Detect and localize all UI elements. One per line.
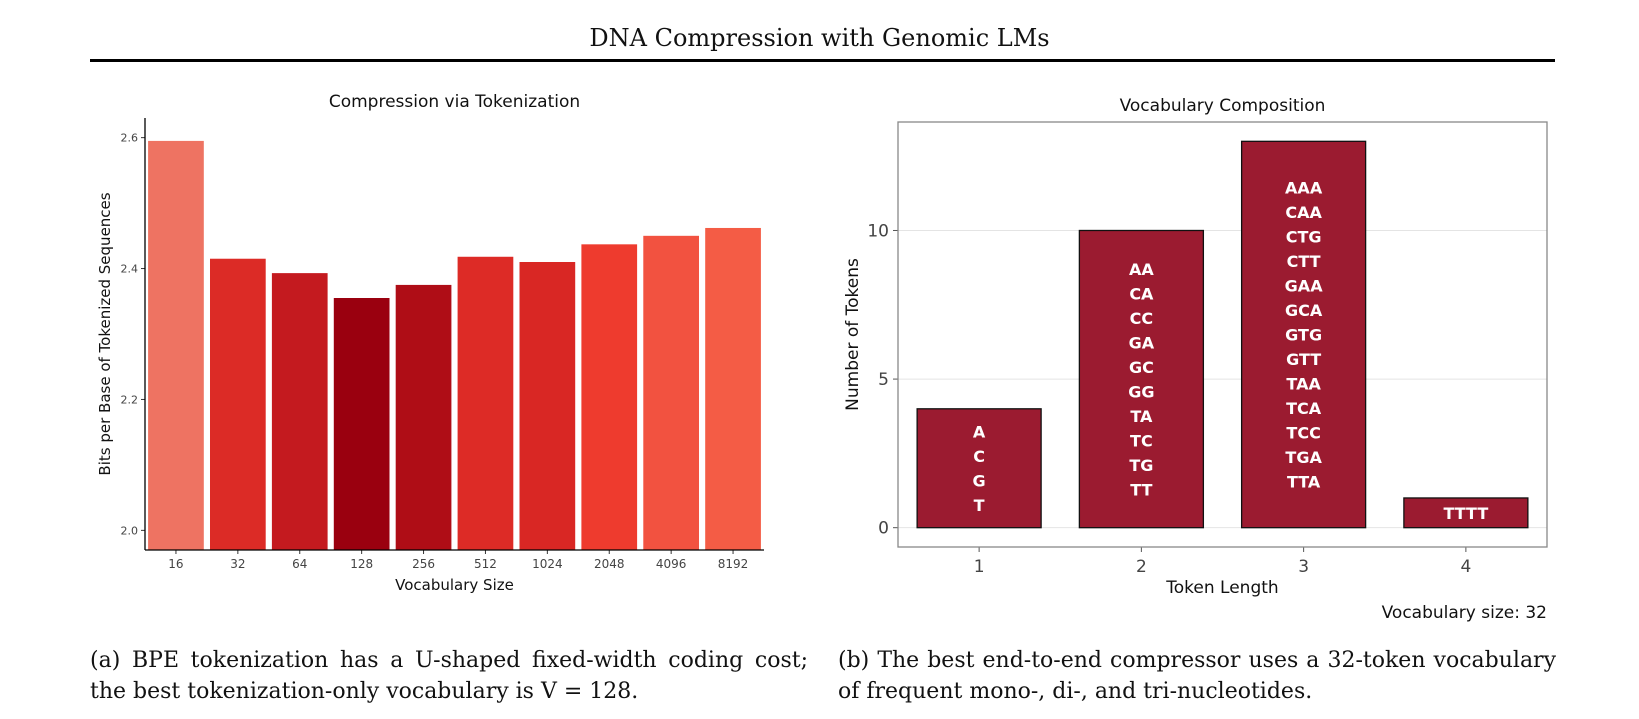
token-label: GCA — [1285, 301, 1323, 320]
token-label: CA — [1129, 284, 1154, 303]
bar-length-1 — [916, 408, 1042, 529]
bar-4096 — [643, 235, 700, 550]
x-tick-label: 4096 — [656, 557, 687, 571]
chart-b-xlabel: Token Length — [1165, 578, 1278, 598]
x-tick-label: 512 — [474, 557, 497, 571]
bar-128 — [333, 298, 390, 550]
token-label: TC — [1130, 431, 1153, 450]
bar-32 — [209, 258, 266, 550]
token-label: GTT — [1286, 350, 1321, 369]
token-label: G — [973, 471, 986, 490]
token-label: CC — [1130, 309, 1153, 328]
token-label: CAA — [1285, 203, 1322, 222]
x-tick-label: 2048 — [594, 557, 625, 571]
charts-canvas: 16 32 64 128 256 512 1024 2048 4096 81922.02.22.4… — [96, 92, 1548, 623]
bar-16 — [148, 140, 204, 550]
token-label: AAA — [1285, 179, 1323, 198]
y-tick-label: 2.2 — [121, 393, 139, 406]
chart-compression-via-tokenization: 16 32 64 128 256 512 1024 2048 4096 8192 2.0 2.2 2.4… — [96, 92, 764, 594]
token-label: TA — [1130, 407, 1153, 426]
token-label: GC — [1129, 358, 1154, 377]
x-tick-label: 1024 — [532, 557, 563, 571]
token-label: TCA — [1286, 399, 1322, 418]
token-label: CTT — [1287, 252, 1321, 271]
bar-8192 — [705, 227, 761, 551]
y-tick-label: 10 — [867, 221, 889, 241]
token-label: GG — [1128, 382, 1154, 401]
token-label: TG — [1129, 456, 1153, 475]
x-tick-label: 3 — [1298, 557, 1309, 577]
bar-length-3 — [1240, 140, 1367, 529]
plot-frame — [897, 121, 1548, 548]
caption-b-text: The best end-to-end compressor uses a 32… — [838, 648, 1557, 704]
token-label: TAA — [1286, 375, 1321, 394]
bar-64 — [271, 273, 328, 550]
bar-2048 — [581, 244, 638, 550]
token-label: T — [974, 496, 985, 515]
chart-a-xlabel: Vocabulary Size — [395, 576, 514, 594]
token-label: TTA — [1287, 473, 1321, 492]
bar-256 — [395, 284, 452, 550]
y-tick-label: 0 — [878, 519, 889, 539]
token-label: A — [973, 422, 986, 441]
x-tick-label: 8192 — [718, 557, 749, 571]
bar-1024 — [519, 262, 576, 550]
token-label: GAA — [1285, 277, 1324, 296]
caption-a-text: BPE tokenization has a U-shaped fixed-wi… — [90, 648, 808, 704]
token-label: GA — [1129, 333, 1155, 352]
chart-a-ylabel: Bits per Base of Tokenized Sequences — [96, 192, 114, 475]
y-tick-label: 5 — [878, 370, 889, 390]
token-label: TGA — [1285, 448, 1322, 467]
caption-b-label: (b) — [838, 648, 870, 673]
x-tick-label: 4 — [1460, 557, 1471, 577]
y-tick-label: 2.4 — [121, 263, 139, 276]
token-label: TT — [1130, 480, 1152, 499]
caption-a-label: (a) — [90, 648, 121, 673]
x-tick-label: 2 — [1136, 557, 1147, 577]
x-tick-label: 1 — [974, 557, 985, 577]
token-label: GTG — [1285, 326, 1322, 345]
y-tick-label: 2.6 — [121, 132, 139, 145]
chart-a-title: Compression via Tokenization — [329, 92, 580, 112]
y-tick-label: 2.0 — [121, 524, 139, 537]
token-label: C — [973, 447, 985, 466]
vocabulary-size-annotation: Vocabulary size: 32 — [1382, 603, 1547, 623]
chart-b-title: Vocabulary Composition — [1120, 96, 1326, 116]
title-rule — [90, 59, 1555, 62]
chart-b-ylabel: Number of Tokens — [843, 258, 863, 411]
token-label: TCC — [1286, 424, 1320, 443]
token-label: AA — [1129, 260, 1154, 279]
page-title: DNA Compression with Genomic LMs — [589, 24, 1050, 52]
x-tick-label: 128 — [350, 557, 373, 571]
caption-a: (a) BPE tokenization has a U-shaped fixe… — [90, 645, 808, 707]
x-tick-label: 64 — [292, 557, 307, 571]
x-tick-label: 32 — [230, 557, 245, 571]
x-tick-label: 256 — [412, 557, 435, 571]
token-label: CTG — [1286, 228, 1322, 247]
caption-b: (b) The best end-to-end compressor uses … — [838, 645, 1556, 707]
token-label: TTTT — [1443, 504, 1488, 523]
bar-length-4 — [1403, 497, 1529, 529]
bar-512 — [457, 256, 514, 550]
x-tick-label: 16 — [168, 557, 183, 571]
bar-length-2 — [1078, 229, 1205, 529]
